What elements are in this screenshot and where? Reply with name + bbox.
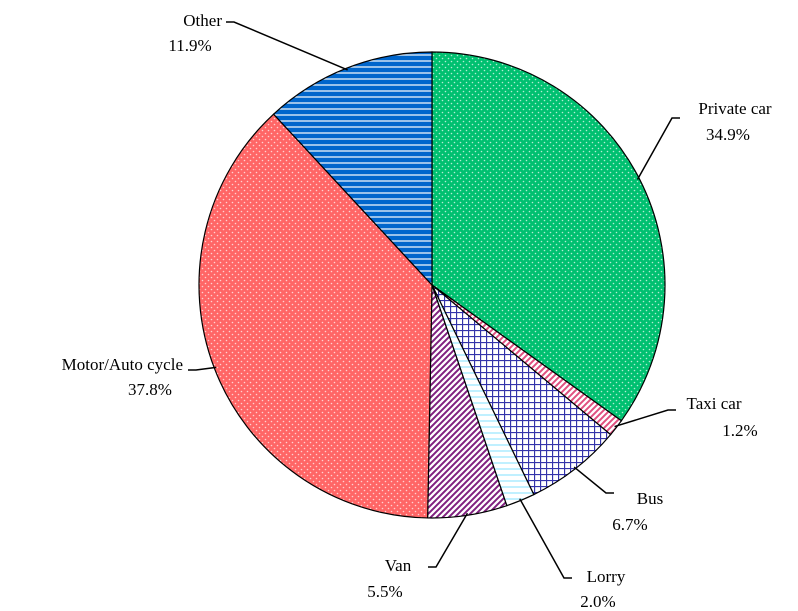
slice-value: 34.9%	[706, 125, 750, 144]
slice-value: 2.0%	[580, 592, 615, 611]
pie-slice	[431, 51, 666, 422]
slice-value: 5.5%	[367, 582, 402, 601]
leader-line	[636, 117, 680, 180]
slice-label: Van	[385, 556, 412, 575]
leader-line	[428, 512, 469, 568]
leader-line	[188, 366, 217, 371]
slice-label: Private car	[698, 99, 771, 118]
leader-line	[519, 498, 572, 579]
slice-value: 1.2%	[722, 421, 757, 440]
leader-line	[573, 466, 614, 494]
pie-slice	[272, 51, 433, 287]
slice-label: Motor/Auto cycle	[62, 355, 183, 374]
slice-value: 6.7%	[612, 515, 647, 534]
slice-value: 37.8%	[128, 380, 172, 399]
slice-label: Lorry	[587, 567, 626, 586]
slice-value: 11.9%	[168, 36, 211, 55]
slice-label: Bus	[637, 489, 663, 508]
slice-label: Other	[183, 11, 222, 30]
slice-label: Taxi car	[687, 394, 742, 413]
leader-line	[226, 21, 348, 71]
leader-line	[614, 409, 676, 428]
